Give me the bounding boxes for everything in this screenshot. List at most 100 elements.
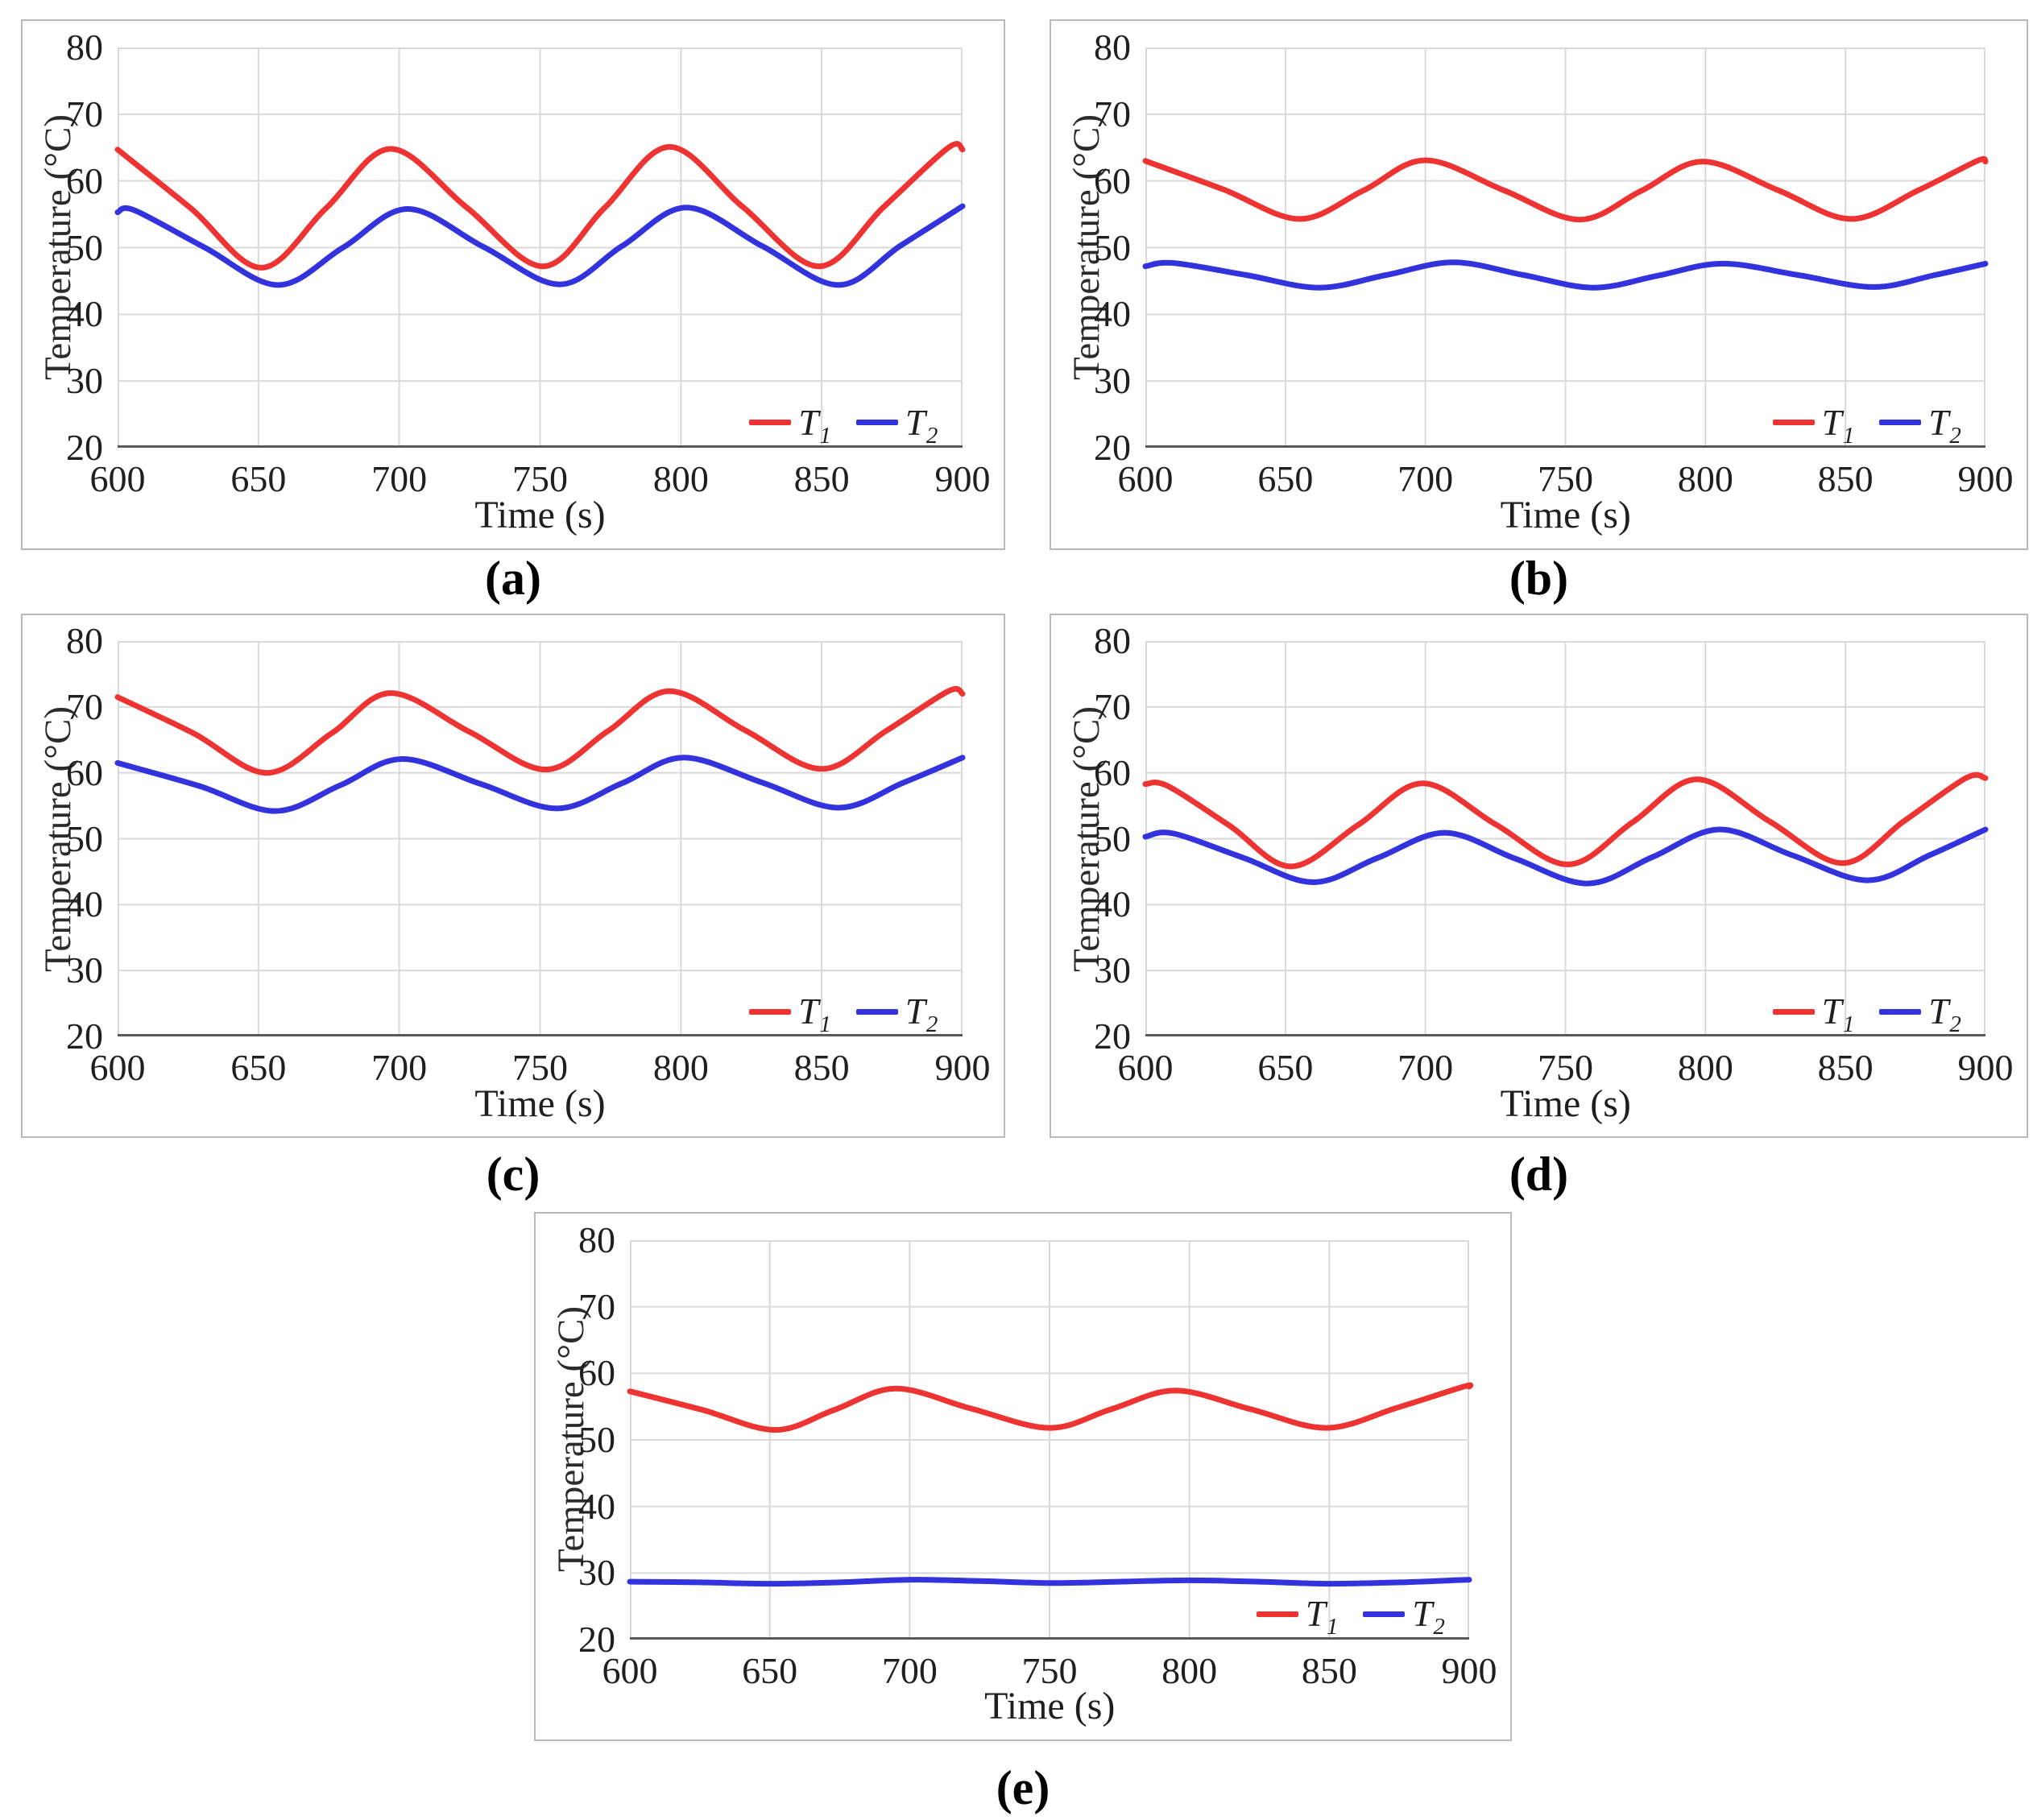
- y-tick-label: 50: [578, 1419, 615, 1460]
- y-tick-label: 80: [1094, 620, 1131, 661]
- legend-label: T1: [1305, 1594, 1339, 1640]
- y-tick-label: 50: [66, 226, 103, 268]
- plot-area: T1 T2: [1142, 641, 1989, 1038]
- x-tick-label: 900: [934, 1047, 991, 1088]
- x-tick-label: 600: [602, 1650, 658, 1691]
- x-tick-label: 700: [881, 1650, 938, 1691]
- legend-item-t1: T1: [749, 402, 831, 449]
- y-tick-label: 40: [578, 1485, 615, 1527]
- legend: T1 T2: [749, 991, 938, 1038]
- y-tick-label: 20: [1094, 1015, 1131, 1057]
- y-tick-label: 70: [66, 93, 103, 134]
- y-tick-label: 60: [1094, 159, 1131, 201]
- y-tick-label: 70: [66, 685, 103, 727]
- legend-item-t2: T2: [1363, 1593, 1445, 1640]
- x-tick-label: 650: [230, 1047, 287, 1088]
- y-tick-label: 80: [578, 1219, 615, 1260]
- plot-area: T1 T2: [1142, 47, 1989, 449]
- legend-item-t1: T1: [749, 991, 831, 1038]
- legend: T1 T2: [749, 402, 938, 449]
- legend-item-t2: T2: [1879, 402, 1961, 449]
- chart-panel-d: Temperature (°C) T1 T2 Time (s) 20 30 40 50 6…: [1050, 614, 2028, 1138]
- x-tick-label: 600: [1117, 1047, 1174, 1088]
- y-tick-label: 80: [66, 620, 103, 661]
- x-axis-title: Time (s): [474, 1082, 606, 1126]
- t1-curve: [1142, 155, 1989, 222]
- x-tick-label: 900: [934, 458, 991, 499]
- x-tick-label: 600: [89, 1047, 146, 1088]
- y-tick-label: 30: [66, 360, 103, 402]
- t2-curve: [1142, 259, 1989, 291]
- t1-curve: [114, 686, 966, 776]
- x-tick-label: 650: [742, 1650, 798, 1691]
- legend-label: T1: [798, 991, 831, 1038]
- y-tick-label: 30: [578, 1552, 615, 1594]
- x-tick-label: 850: [793, 458, 850, 499]
- plot-area: T1 T2: [627, 1239, 1474, 1640]
- y-tick-label: 20: [1094, 427, 1131, 468]
- caption-d: (d): [1509, 1148, 1569, 1201]
- legend-item-t1: T1: [1772, 402, 1855, 449]
- caption-e: (e): [996, 1761, 1050, 1814]
- legend: T1 T2: [1772, 402, 1961, 449]
- y-tick-label: 20: [66, 427, 103, 468]
- y-tick-label: 60: [1094, 751, 1131, 793]
- caption-a: (a): [485, 552, 541, 605]
- chart-canvas: [627, 1239, 1474, 1640]
- y-tick-label: 80: [1094, 27, 1131, 68]
- legend-label: T1: [1821, 402, 1855, 449]
- y-tick-label: 50: [1094, 226, 1131, 268]
- plot-area: T1 T2: [114, 641, 966, 1038]
- x-tick-label: 900: [1957, 1047, 2014, 1088]
- t1-line-swatch: [749, 420, 792, 426]
- t1-line-swatch: [749, 1008, 792, 1015]
- y-tick-label: 30: [1094, 949, 1131, 991]
- x-axis-title: Time (s): [984, 1685, 1116, 1728]
- y-tick-label: 60: [578, 1352, 615, 1394]
- legend-label: T2: [1928, 991, 1961, 1038]
- x-axis-title: Time (s): [1500, 1082, 1631, 1126]
- caption-b: (b): [1509, 552, 1569, 605]
- gridlines: [1145, 641, 1986, 1037]
- legend-item-t1: T1: [1256, 1593, 1339, 1640]
- y-tick-label: 40: [66, 293, 103, 335]
- legend-item-t2: T2: [1879, 991, 1961, 1038]
- chart-canvas: [1142, 47, 1989, 448]
- legend-item-t2: T2: [855, 402, 938, 449]
- y-tick-label: 30: [1094, 360, 1131, 402]
- t1-curve: [1142, 772, 1989, 870]
- x-tick-label: 700: [1397, 1047, 1454, 1088]
- legend-label: T2: [905, 991, 938, 1038]
- chart-panel-c: Temperature (°C) T1 T2 Time (s) 20 30 40 50 6…: [21, 614, 1005, 1138]
- y-tick-label: 40: [1094, 883, 1131, 925]
- y-tick-label: 70: [578, 1285, 615, 1327]
- x-tick-label: 600: [89, 458, 146, 499]
- chart-panel-a: Temperature (°C) T1 T2 Time (s) 20 30 40 50 6…: [21, 19, 1005, 550]
- x-tick-label: 700: [371, 458, 428, 499]
- x-tick-label: 750: [1538, 1047, 1593, 1088]
- x-tick-label: 800: [1677, 458, 1733, 499]
- gridlines: [1145, 47, 1986, 448]
- y-tick-label: 60: [66, 159, 103, 201]
- x-axis-title: Time (s): [474, 493, 606, 536]
- t2-line-swatch: [1363, 1611, 1406, 1617]
- t1-line-swatch: [1256, 1611, 1298, 1617]
- legend-item-t2: T2: [855, 991, 938, 1038]
- y-tick-label: 80: [66, 27, 103, 68]
- legend-label: T2: [905, 402, 938, 449]
- legend-label: T2: [1412, 1594, 1445, 1640]
- y-tick-label: 50: [1094, 817, 1131, 859]
- gridlines: [118, 47, 963, 448]
- chart-panel-e: Temperature (°C) T1 T2 Time (s) 20 30 40 50 6…: [534, 1212, 1512, 1741]
- y-tick-label: 30: [66, 949, 103, 991]
- x-tick-label: 750: [512, 458, 568, 499]
- t2-curve: [114, 755, 966, 814]
- t2-line-swatch: [1879, 1008, 1922, 1015]
- t2-line-swatch: [855, 420, 898, 426]
- x-tick-label: 800: [652, 1047, 709, 1088]
- x-tick-label: 800: [652, 458, 709, 499]
- y-tick-label: 60: [66, 751, 103, 793]
- x-tick-label: 650: [1257, 1047, 1314, 1088]
- chart-canvas: [114, 641, 966, 1037]
